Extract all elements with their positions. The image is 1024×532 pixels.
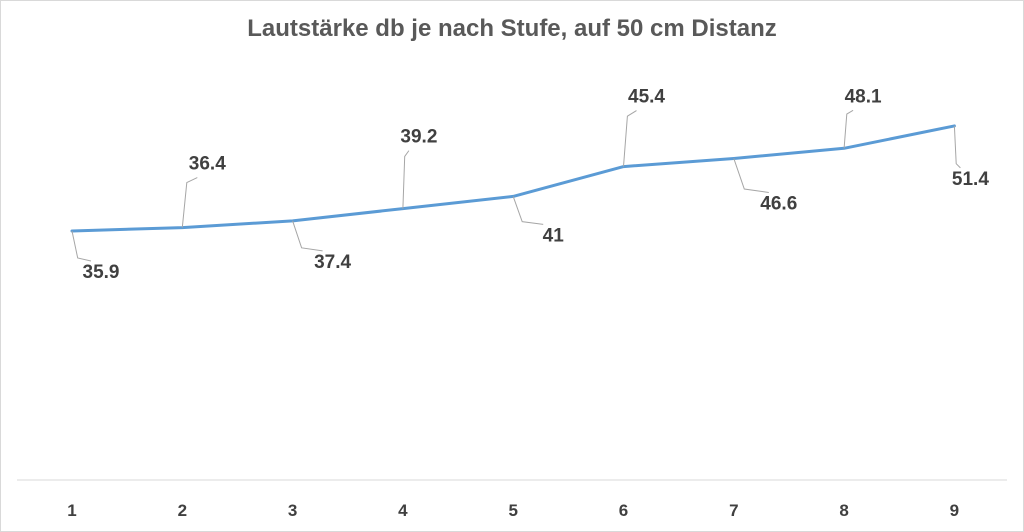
data-label: 36.4 <box>189 154 226 175</box>
data-label: 51.4 <box>952 169 989 190</box>
data-label: 46.6 <box>760 193 797 214</box>
x-tick-label: 8 <box>839 501 848 520</box>
data-label: 35.9 <box>83 262 120 283</box>
x-tick-label: 6 <box>619 501 628 520</box>
data-label-leader <box>623 110 637 167</box>
x-tick-label: 2 <box>178 501 187 520</box>
data-label: 39.2 <box>400 127 437 148</box>
data-label-leader <box>181 177 198 228</box>
data-label-leader <box>953 125 961 169</box>
x-tick-label: 9 <box>950 501 959 520</box>
series-line <box>70 124 956 233</box>
x-tick-label: 4 <box>398 501 408 520</box>
x-tick-label: 3 <box>288 501 297 520</box>
data-label-leader <box>843 109 854 149</box>
data-label-leader <box>733 158 769 193</box>
x-tick-label: 5 <box>508 501 517 520</box>
x-tick-label: 7 <box>729 501 738 520</box>
data-label-leader <box>402 150 410 209</box>
data-label: 45.4 <box>628 87 665 108</box>
data-label: 41 <box>543 225 565 246</box>
data-label-leader <box>292 220 323 252</box>
data-label-leader <box>71 230 92 262</box>
data-label: 37.4 <box>314 252 351 273</box>
chart-title: Lautstärke db je nach Stufe, auf 50 cm D… <box>247 15 777 42</box>
data-label: 48.1 <box>845 86 882 107</box>
x-tick-label: 1 <box>67 501 76 520</box>
data-label-leader <box>512 196 544 225</box>
